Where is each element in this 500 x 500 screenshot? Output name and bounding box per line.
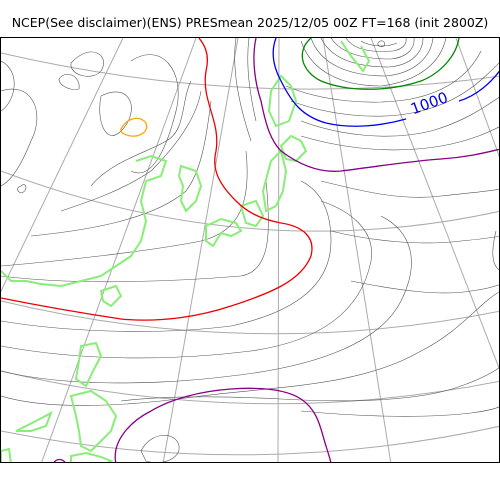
isobar — [320, 180, 499, 198]
latitude-line — [1, 170, 499, 232]
isobar — [120, 367, 499, 402]
isobar — [310, 38, 434, 77]
coastline — [340, 40, 371, 73]
meridian-line — [455, 38, 499, 157]
isobar — [1, 88, 38, 187]
latitude-line — [1, 52, 499, 90]
isobar — [58, 74, 80, 90]
contour-purple — [114, 387, 332, 462]
meridian-line — [277, 38, 280, 462]
isobar — [1, 180, 269, 283]
isobar — [140, 435, 180, 462]
isobar — [1, 200, 372, 359]
meridian-line — [1, 38, 124, 292]
contours-colored — [1, 38, 499, 462]
isobar — [17, 184, 27, 194]
meridian-line — [162, 38, 239, 462]
isobar — [1, 291, 499, 406]
isobar — [60, 90, 202, 212]
coastline — [15, 410, 53, 432]
isobar — [234, 38, 252, 142]
isobar-label: 1000 — [408, 88, 450, 118]
isobar — [99, 91, 132, 136]
coastline — [1, 447, 12, 462]
isobar — [300, 406, 499, 417]
isobar — [1, 150, 248, 267]
contour-orange — [120, 117, 148, 137]
coastline — [74, 341, 103, 388]
coastline — [261, 149, 288, 213]
coastline — [69, 389, 118, 453]
contour-blue — [458, 70, 499, 102]
meridian-line — [322, 38, 392, 462]
isobar — [130, 54, 179, 174]
contour-green — [301, 38, 460, 90]
isobar — [492, 230, 499, 270]
isobar — [330, 230, 499, 244]
coastline — [279, 134, 308, 163]
isobar — [1, 215, 412, 384]
isobar — [377, 40, 385, 48]
coastline — [239, 199, 265, 228]
isobar — [90, 80, 192, 187]
contour-blue — [272, 38, 407, 127]
isobar — [330, 38, 415, 60]
isobar — [285, 50, 482, 103]
isobar — [320, 38, 424, 68]
meridian-line — [41, 38, 197, 462]
graticule — [1, 38, 499, 462]
isobar — [290, 62, 499, 117]
pressure-map: 1000 — [0, 37, 500, 463]
coastline — [99, 284, 123, 308]
isobar — [1, 60, 15, 112]
isobar — [1, 180, 332, 332]
contour-purple — [253, 38, 499, 172]
contour-red — [1, 38, 313, 321]
isobar — [350, 280, 499, 294]
chart-title: NCEP(See disclaimer)(ENS) PRESmean 2025/… — [11, 15, 489, 30]
isobar — [300, 126, 499, 151]
latitude-line — [1, 425, 499, 456]
latitude-line — [1, 300, 499, 335]
isobar — [345, 38, 407, 52]
isobar — [30, 100, 212, 237]
contour-purple — [53, 458, 66, 462]
coastline — [70, 451, 114, 462]
isobar — [247, 38, 257, 122]
isobar — [300, 96, 499, 137]
coastline — [205, 217, 243, 248]
isobar — [300, 38, 447, 87]
isobars-thin — [1, 38, 499, 462]
coastline — [267, 74, 298, 128]
coastlines — [1, 40, 371, 462]
coastline — [177, 164, 203, 213]
isobar — [360, 40, 398, 47]
meridian-line — [370, 38, 499, 370]
isobar — [70, 51, 104, 77]
coastline — [1, 154, 168, 288]
